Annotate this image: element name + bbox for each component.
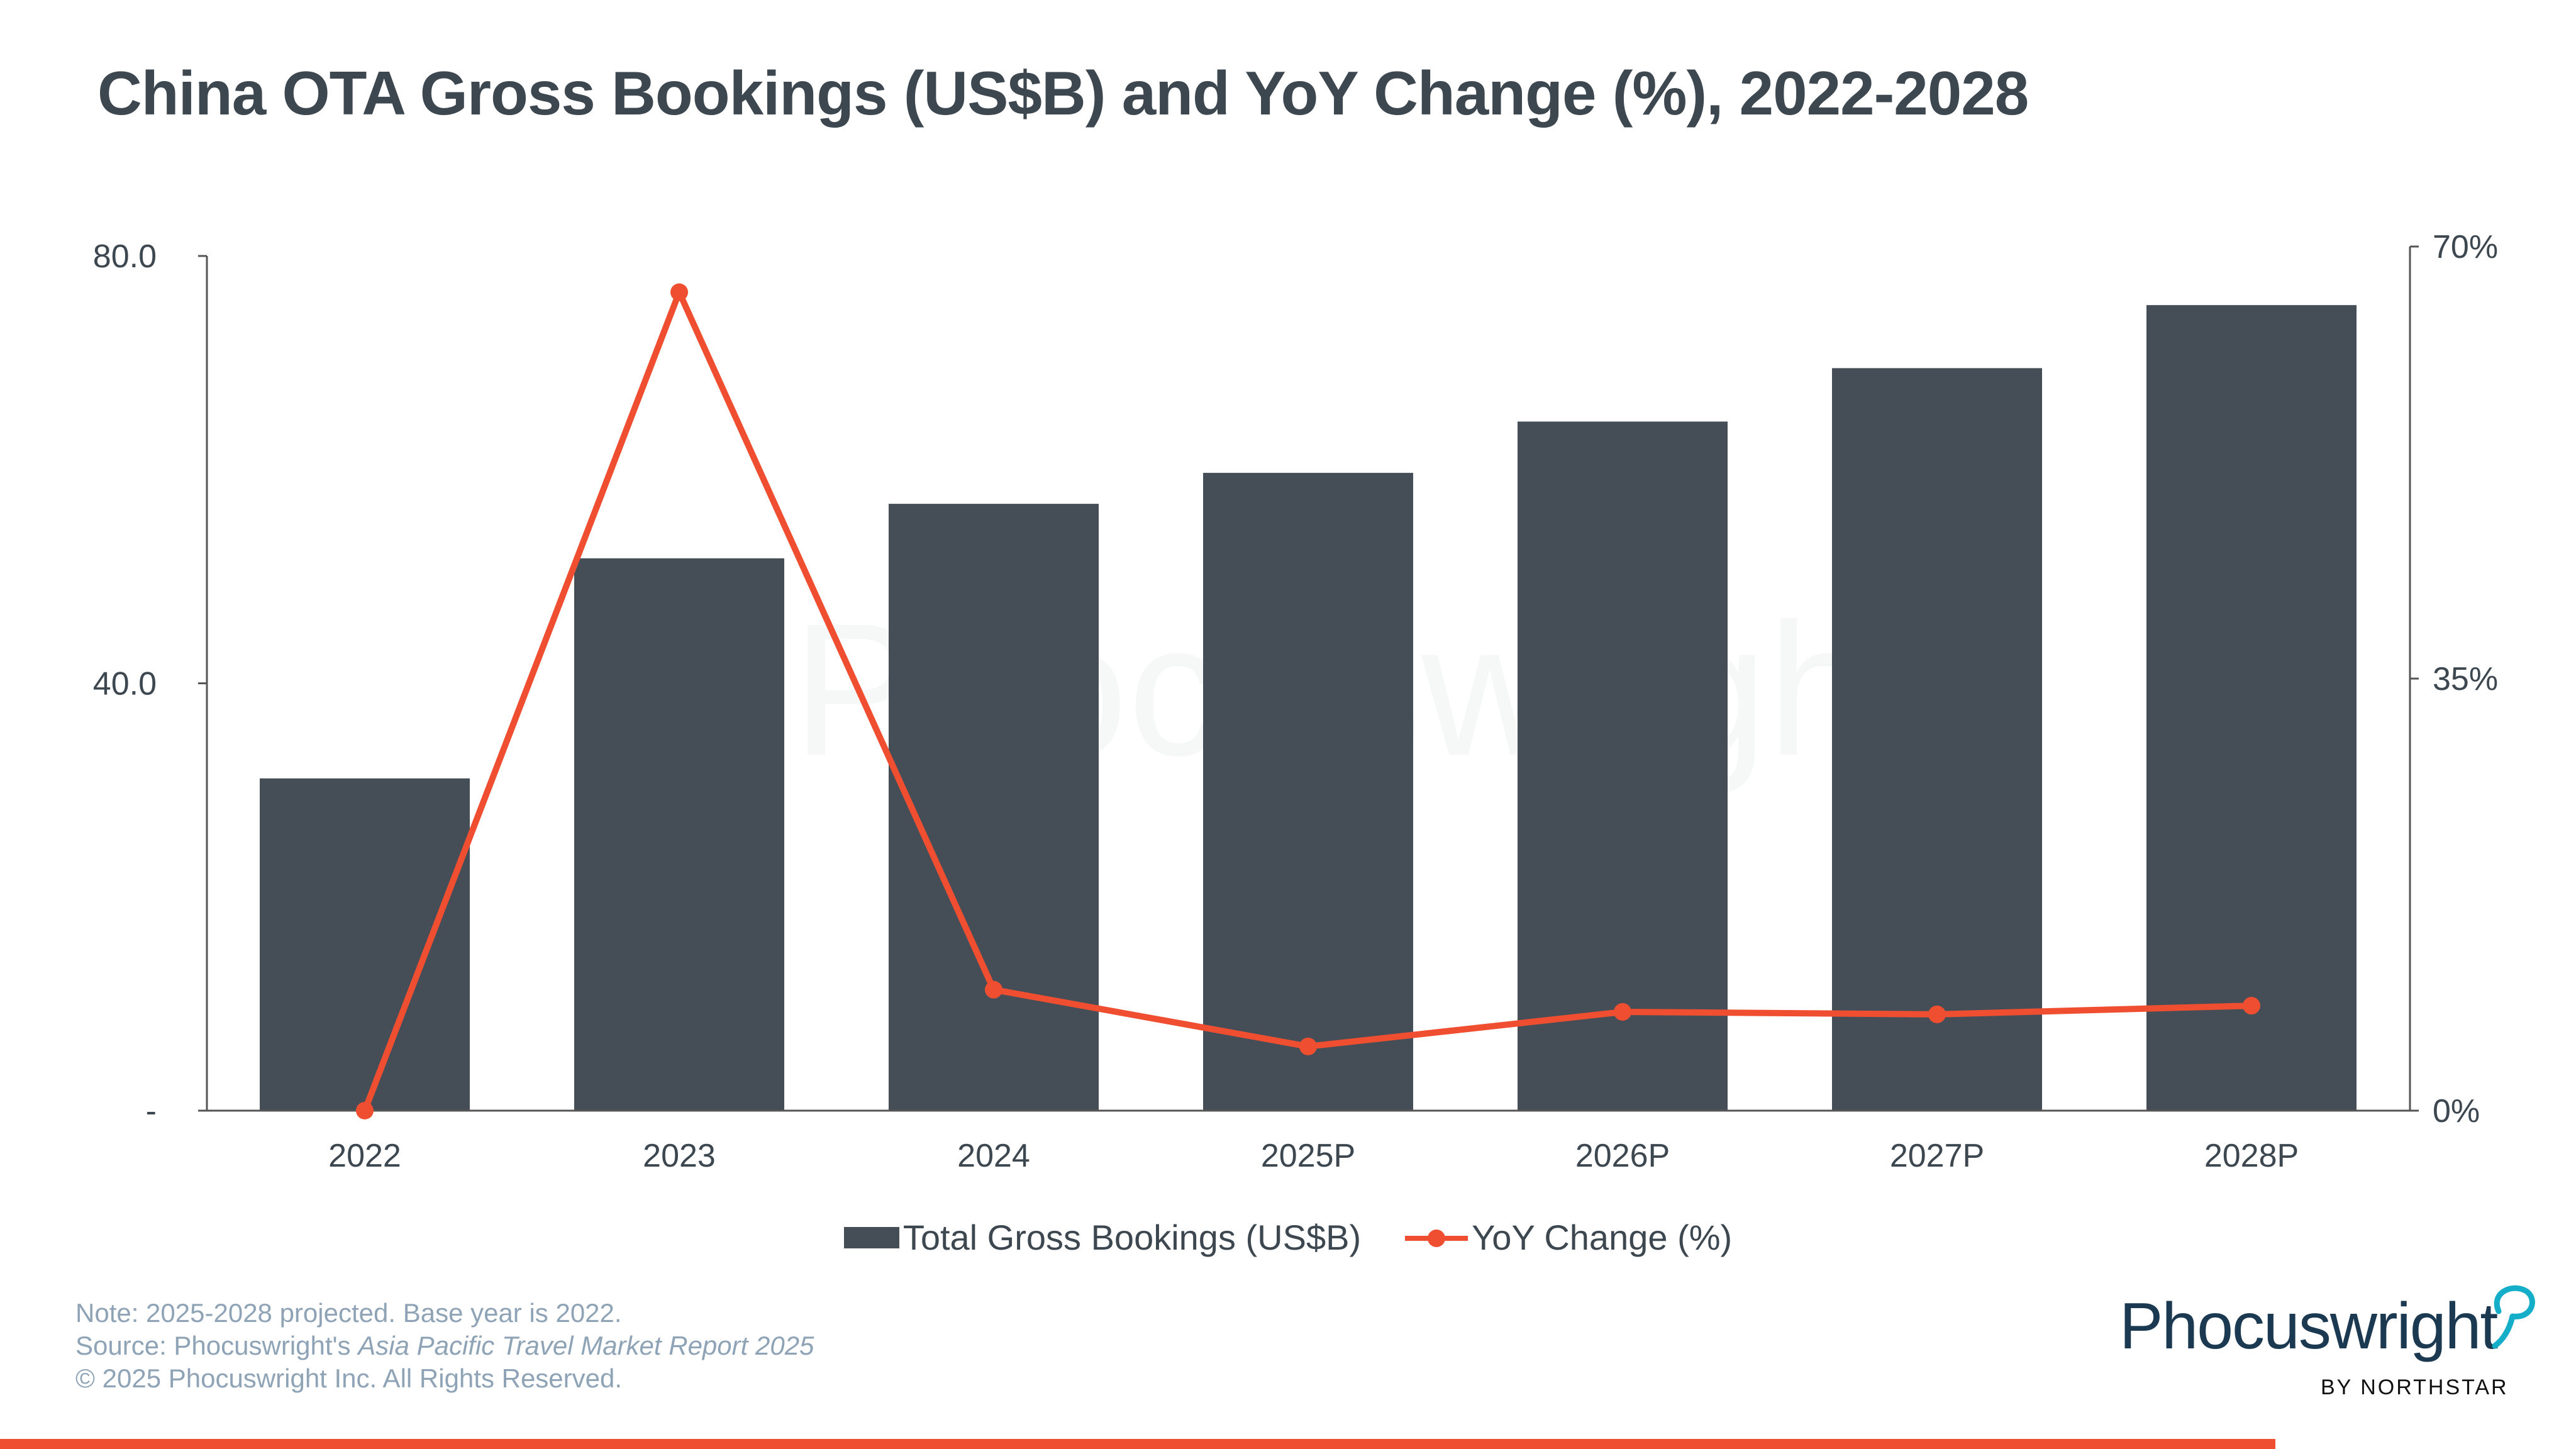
yoy-point-2022	[356, 1102, 374, 1119]
bar-2028P	[2146, 305, 2357, 1111]
bottom-accent-bar	[0, 1439, 2275, 1449]
x-tick-label: 2026P	[1575, 1138, 1670, 1174]
yoy-point-2027P	[1928, 1005, 1946, 1023]
bar-2027P	[1832, 368, 2042, 1111]
bar-2026P	[1518, 421, 1728, 1111]
yoy-point-2025P	[1299, 1037, 1317, 1055]
footer-note: Note: 2025-2028 projected. Base year is …	[75, 1298, 622, 1328]
footer-notes: Note: 2025-2028 projected. Base year is …	[75, 1297, 814, 1395]
speech-bubble-icon	[2492, 1285, 2535, 1349]
legend-line-label: YoY Change (%)	[1472, 1218, 1733, 1257]
bar-2025P	[1203, 472, 1413, 1111]
left-tick-label: 80.0	[93, 238, 157, 275]
left-tick-label: -	[146, 1093, 157, 1130]
footer-copyright: © 2025 Phocuswright Inc. All Rights Rese…	[75, 1363, 623, 1393]
x-tick-label: 2023	[643, 1138, 716, 1174]
chart-legend: Total Gross Bookings (US$B) YoY Change (…	[0, 1217, 2576, 1258]
yoy-point-2026P	[1614, 1002, 1631, 1021]
legend-item-bookings: Total Gross Bookings (US$B)	[843, 1217, 1362, 1258]
footer-source: Source: Phocuswright's Asia Pacific Trav…	[75, 1330, 814, 1362]
x-tick-label: 2025P	[1261, 1138, 1355, 1174]
bar-2024	[889, 504, 1099, 1111]
logo-wordmark: Phocuswright	[2119, 1290, 2498, 1363]
x-tick-label: 2027P	[1890, 1138, 1984, 1174]
left-tick-label: 40.0	[93, 666, 157, 702]
legend-line-swatch	[1405, 1219, 1468, 1257]
yoy-point-2028P	[2243, 997, 2260, 1015]
x-tick-label: 2022	[328, 1138, 401, 1174]
bar-2022	[260, 778, 470, 1111]
source-prefix: Source: Phocuswright's	[75, 1331, 358, 1360]
right-tick-label: 35%	[2433, 661, 2498, 697]
legend-item-yoy: YoY Change (%)	[1405, 1217, 1732, 1258]
chart-title: China OTA Gross Bookings (US$B) and YoY …	[97, 58, 2029, 128]
yoy-point-2024	[985, 980, 1002, 999]
bar-2023	[574, 558, 784, 1111]
legend-bar-swatch	[843, 1226, 899, 1248]
x-tick-label: 2028P	[2204, 1138, 2299, 1174]
yoy-point-2023	[670, 283, 688, 301]
right-tick-label: 0%	[2433, 1093, 2480, 1130]
phocuswright-logo: Phocuswright BY NORTHSTAR	[2119, 1285, 2535, 1402]
legend-bar-label: Total Gross Bookings (US$B)	[902, 1218, 1362, 1257]
right-tick-label: 70%	[2433, 229, 2498, 265]
x-tick-label: 2024	[957, 1138, 1030, 1174]
logo-subtitle: BY NORTHSTAR	[2321, 1375, 2509, 1399]
source-title: Asia Pacific Travel Market Report 2025	[358, 1331, 814, 1360]
